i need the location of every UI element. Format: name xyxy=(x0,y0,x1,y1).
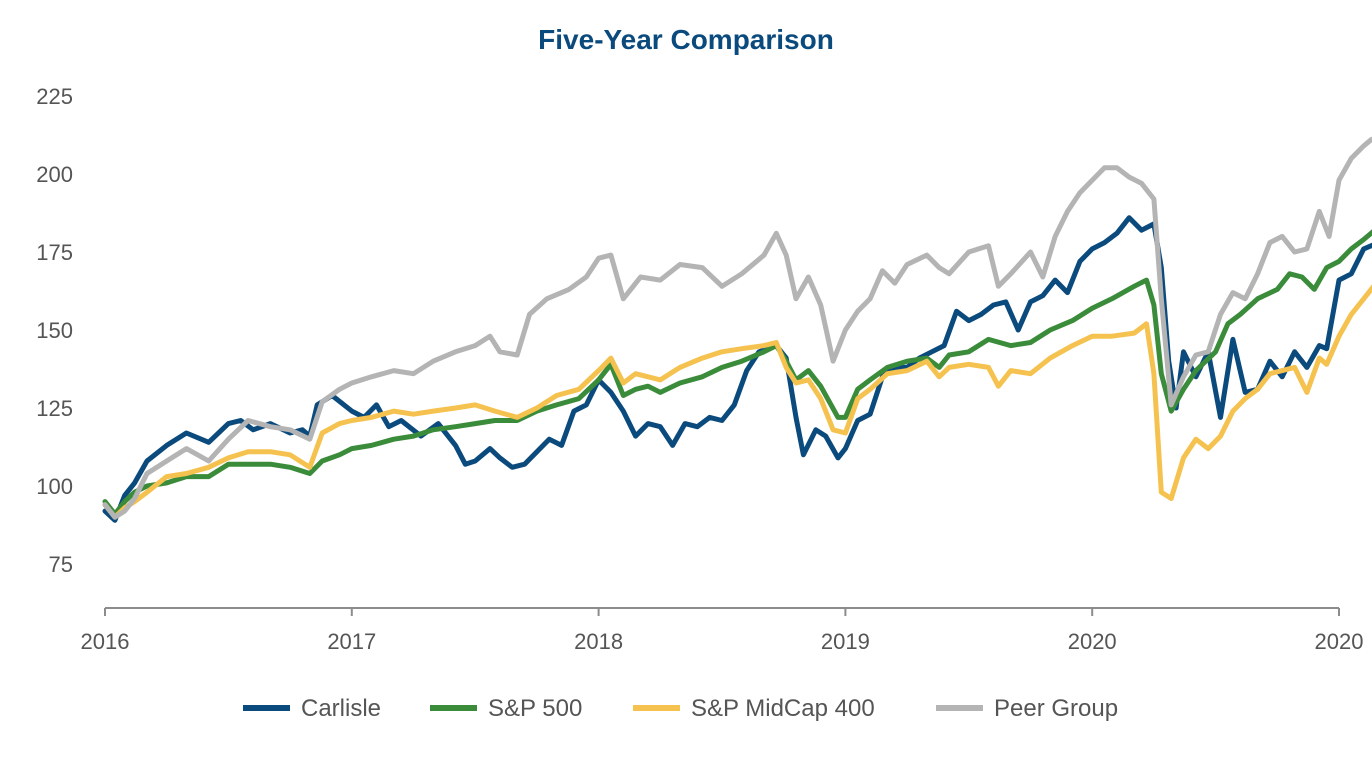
x-axis: 2016 2017 2018 2019 2020 2020 xyxy=(81,607,1364,654)
legend-label-s-p-500: S&P 500 xyxy=(488,695,582,722)
y-tick-label: 175 xyxy=(36,240,73,265)
x-tick-label: 2018 xyxy=(574,629,623,654)
y-tick-label: 225 xyxy=(36,84,73,109)
y-tick-label: 125 xyxy=(36,396,73,421)
y-tick-label: 150 xyxy=(36,318,73,343)
y-tick-label: 100 xyxy=(36,474,73,499)
x-tick-label: 2020 xyxy=(1315,629,1364,654)
y-tick-labels: 75 100 125 150 175 200 225 xyxy=(36,84,73,577)
x-tick-label: 2019 xyxy=(821,629,870,654)
series-lines xyxy=(102,136,1372,523)
y-tick-label: 200 xyxy=(36,162,73,187)
series-line-peer-group xyxy=(102,136,1372,520)
chart-title: Five-Year Comparison xyxy=(538,24,834,55)
legend-label-carlisle: Carlisle xyxy=(301,695,381,722)
legend-label-s-p-midcap-400: S&P MidCap 400 xyxy=(691,695,875,722)
legend: Carlisle S&P 500 S&P MidCap 400 Peer Group xyxy=(243,695,1118,722)
series-line-carlisle xyxy=(102,215,1372,523)
series-line-s-p-midcap-400 xyxy=(102,284,1372,520)
y-tick-label: 75 xyxy=(49,552,73,577)
legend-label-peer-group: Peer Group xyxy=(994,695,1118,722)
x-tick-label: 2017 xyxy=(327,629,376,654)
x-tick-label: 2020 xyxy=(1068,629,1117,654)
x-tick-label: 2016 xyxy=(81,629,130,654)
